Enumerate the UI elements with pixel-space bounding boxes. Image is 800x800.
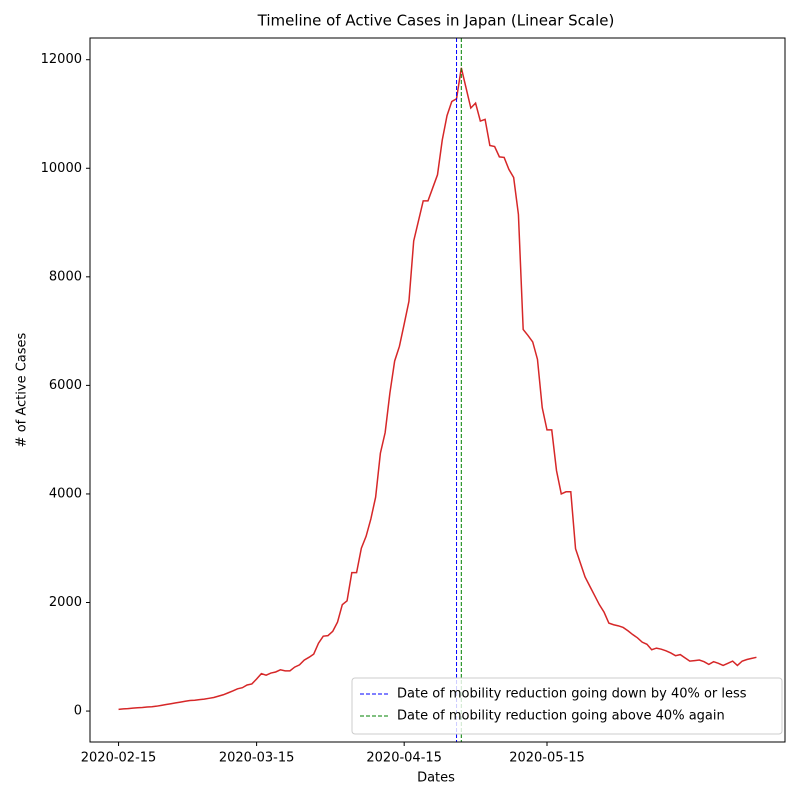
axes-frame <box>89 37 786 743</box>
x-axis-label: Dates <box>417 771 455 786</box>
y-tick-label: 4000 <box>49 486 82 501</box>
y-tick-label: 10000 <box>41 161 82 176</box>
y-tick-label: 6000 <box>49 378 82 393</box>
y-tick-label: 0 <box>74 704 82 719</box>
x-tick-label: 2020-02-15 <box>81 751 157 766</box>
y-axis-label: # of Active Cases <box>15 332 30 447</box>
x-tick-label: 2020-05-15 <box>509 751 585 766</box>
y-tick-label: 8000 <box>49 269 82 284</box>
legend-label: Date of mobility reduction going down by… <box>397 687 747 702</box>
legend-box <box>351 677 783 735</box>
y-tick-label: 12000 <box>41 52 82 67</box>
chart-title: Timeline of Active Cases in Japan (Linea… <box>257 12 615 30</box>
x-tick-label: 2020-03-15 <box>219 751 295 766</box>
legend-label: Date of mobility reduction going above 4… <box>397 709 725 724</box>
x-tick-label: 2020-04-15 <box>366 751 442 766</box>
y-tick-label: 2000 <box>49 595 82 610</box>
data-line <box>118 67 757 711</box>
